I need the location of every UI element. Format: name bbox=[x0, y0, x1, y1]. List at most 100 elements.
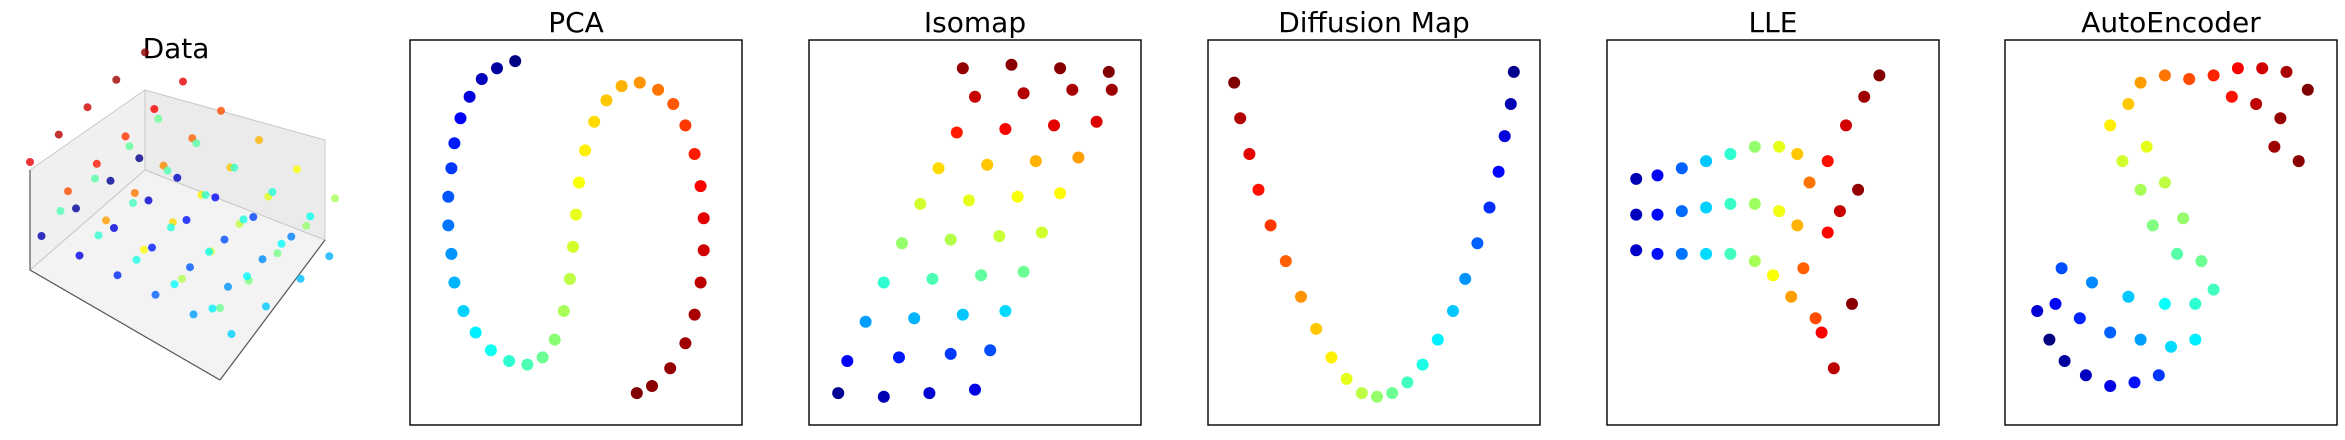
data-point bbox=[1773, 205, 1786, 218]
data-point bbox=[877, 276, 890, 289]
data-point bbox=[216, 304, 224, 312]
data-point bbox=[277, 239, 286, 248]
axes-frame-autoencoder bbox=[2004, 39, 2338, 426]
data-point bbox=[249, 213, 258, 221]
data-point bbox=[2250, 98, 2263, 110]
points-diffusion-map bbox=[1228, 65, 1520, 403]
data-point bbox=[2079, 369, 2092, 382]
data-point bbox=[1700, 155, 1713, 168]
data-point bbox=[1228, 76, 1241, 89]
data-point bbox=[984, 344, 997, 357]
data-point bbox=[1005, 58, 1018, 71]
axes-frame-diffusion-map bbox=[1207, 39, 1541, 426]
data-point bbox=[1048, 119, 1060, 132]
data-point bbox=[75, 251, 84, 260]
data-point bbox=[179, 77, 187, 86]
data-point bbox=[503, 355, 516, 367]
data-point bbox=[1035, 226, 1048, 239]
data-point bbox=[1310, 322, 1323, 335]
data-point bbox=[2189, 297, 2202, 310]
data-point bbox=[110, 224, 118, 232]
data-point bbox=[442, 190, 455, 203]
data-point bbox=[688, 148, 701, 160]
data-point bbox=[694, 276, 707, 289]
data-point bbox=[211, 193, 220, 202]
points-autoencoder bbox=[2031, 62, 2314, 392]
data-point bbox=[1102, 65, 1115, 78]
data-point bbox=[926, 272, 939, 285]
data-point bbox=[457, 305, 470, 317]
data-point bbox=[588, 115, 601, 128]
data-point bbox=[956, 308, 969, 321]
data-point bbox=[664, 362, 677, 375]
data-point bbox=[1858, 90, 1871, 103]
data-point bbox=[262, 302, 270, 311]
panel-title-lle: LLE bbox=[1749, 6, 1798, 39]
data-point bbox=[2225, 90, 2238, 103]
data-point bbox=[2256, 62, 2269, 75]
data-point bbox=[64, 187, 72, 196]
panel-title-isomap: Isomap bbox=[924, 6, 1026, 39]
data-point bbox=[557, 305, 570, 317]
panel-title-autoencoder: AutoEncoder bbox=[2081, 6, 2261, 39]
data-point bbox=[694, 180, 707, 193]
data-point bbox=[1748, 140, 1761, 153]
data-point bbox=[302, 221, 311, 230]
data-point bbox=[243, 272, 251, 281]
data-point bbox=[293, 165, 301, 174]
data-point bbox=[1630, 208, 1643, 221]
data-point bbox=[2073, 312, 2086, 325]
data-point bbox=[570, 208, 582, 221]
data-point bbox=[287, 232, 296, 241]
data-point bbox=[186, 263, 194, 272]
data-point bbox=[1401, 376, 1414, 389]
data-point bbox=[521, 358, 534, 371]
data-point bbox=[630, 387, 643, 400]
data-point bbox=[227, 330, 236, 338]
data-point bbox=[208, 304, 217, 313]
data-point bbox=[2104, 119, 2117, 132]
data-point bbox=[1630, 244, 1643, 257]
data-point bbox=[445, 162, 458, 175]
data-point bbox=[2280, 65, 2293, 78]
data-point bbox=[26, 158, 34, 166]
panel-title-diffusion-map: Diffusion Map bbox=[1278, 6, 1470, 39]
data-point bbox=[859, 315, 872, 328]
data-point bbox=[652, 83, 665, 96]
data-point bbox=[325, 252, 334, 261]
data-point bbox=[151, 290, 160, 299]
data-point bbox=[563, 272, 576, 285]
points-isomap bbox=[832, 58, 1118, 403]
data-point bbox=[1873, 69, 1886, 82]
data-point bbox=[121, 132, 130, 141]
data-point bbox=[167, 223, 175, 232]
data-point bbox=[2058, 355, 2071, 367]
data-point bbox=[679, 337, 692, 350]
data-point bbox=[2268, 140, 2281, 153]
data-point bbox=[163, 166, 172, 175]
data-point bbox=[1416, 358, 1429, 371]
data-point bbox=[1017, 265, 1030, 278]
data-point bbox=[969, 383, 981, 396]
data-point bbox=[2177, 212, 2190, 225]
data-point bbox=[192, 139, 201, 148]
data-point bbox=[1431, 333, 1444, 346]
data-point bbox=[1507, 65, 1520, 78]
data-point bbox=[2274, 112, 2287, 125]
axes-frame-lle bbox=[1606, 39, 1940, 426]
data-point bbox=[999, 305, 1012, 317]
data-point bbox=[1252, 183, 1265, 196]
data-point bbox=[72, 204, 80, 213]
panel-autoencoder: AutoEncoder bbox=[2004, 6, 2338, 426]
panel-pca: PCA bbox=[409, 6, 743, 426]
data-point bbox=[173, 173, 182, 182]
panel-title-data: Data bbox=[143, 32, 210, 65]
data-point bbox=[1748, 255, 1761, 268]
data-point bbox=[182, 216, 191, 224]
data-point bbox=[1724, 197, 1737, 210]
data-point bbox=[2140, 140, 2153, 153]
data-point bbox=[1821, 155, 1834, 168]
data-point bbox=[83, 103, 92, 112]
panel-data: Data bbox=[26, 32, 339, 381]
points-data bbox=[26, 48, 339, 338]
